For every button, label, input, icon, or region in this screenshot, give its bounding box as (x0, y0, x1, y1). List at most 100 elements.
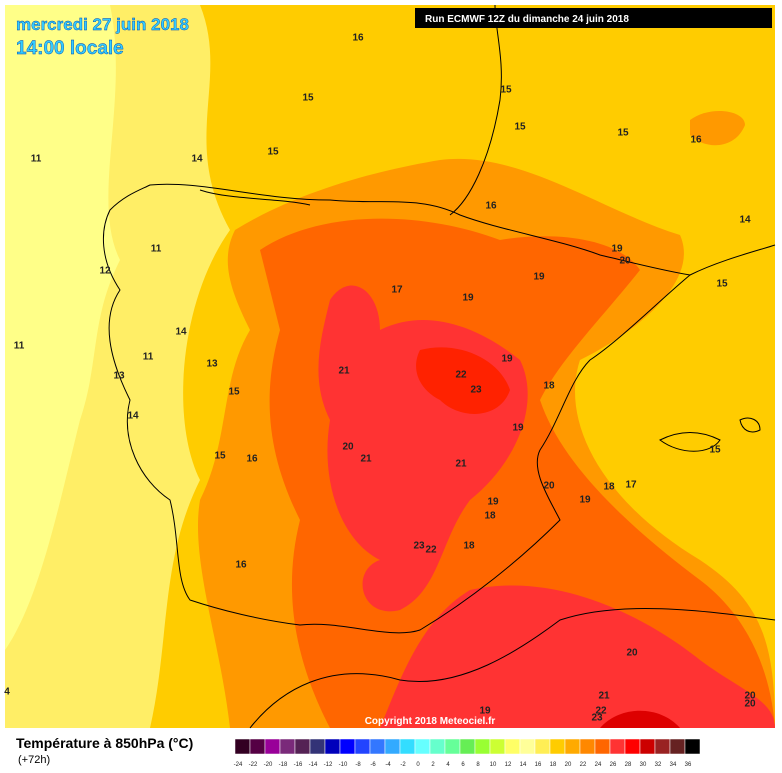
scale-tick: 4 (446, 762, 450, 768)
isotherm-label: 18 (543, 381, 555, 392)
isotherm-label: 21 (598, 691, 610, 702)
scale-tick: 30 (640, 762, 647, 768)
color-swatch (624, 738, 641, 755)
isotherm-label: 15 (228, 387, 240, 398)
copyright: Copyright 2018 Meteociel.fr (365, 716, 496, 727)
scale-tick: -22 (249, 762, 258, 768)
color-swatch (234, 738, 251, 755)
scale-tick: 34 (670, 762, 677, 768)
isotherm-label: 15 (302, 93, 314, 104)
isotherm-label: 11 (151, 244, 162, 255)
scale-tick: 12 (505, 762, 512, 768)
color-swatch (294, 738, 311, 755)
france-coast (689, 244, 776, 276)
temperature-field (5, 5, 775, 729)
isotherm-label: 16 (235, 560, 247, 571)
scale-tick: -12 (324, 762, 333, 768)
color-swatch (654, 738, 671, 755)
time: 14:00 locale (16, 38, 124, 59)
isotherm-label: 23 (413, 541, 425, 552)
scale-tick: 24 (595, 762, 602, 768)
color-swatch (519, 738, 536, 755)
isotherm-label: 16 (485, 201, 497, 212)
isotherm-label: 19 (579, 495, 591, 506)
zone-24 (600, 710, 680, 728)
isotherm-label: 16 (246, 454, 258, 465)
color-swatch (459, 738, 476, 755)
isotherm-label: 14 (191, 154, 203, 165)
scale-tick: 32 (655, 762, 662, 768)
run-banner (415, 8, 772, 28)
color-swatch (534, 738, 551, 755)
zone-12 (5, 5, 120, 650)
zone-22-south (380, 585, 775, 728)
isotherm-label: 15 (214, 451, 226, 462)
isotherm-label: 11 (14, 341, 25, 352)
scale-tick: 8 (476, 762, 480, 768)
scale-tick: -24 (234, 762, 243, 768)
color-swatch (399, 738, 416, 755)
isotherm-label: 21 (338, 366, 350, 377)
isotherm-label: 14 (739, 215, 751, 226)
isotherm-label: 19 (479, 706, 491, 717)
color-swatch (684, 738, 701, 755)
scale-tick: -8 (355, 762, 361, 768)
scale-tick: 20 (565, 762, 572, 768)
isotherm-label: 21 (360, 454, 372, 465)
scale-tick: 16 (535, 762, 542, 768)
scale-tick: -20 (264, 762, 273, 768)
zone-23 (416, 347, 510, 414)
color-swatch (339, 738, 356, 755)
isotherm-label: 18 (484, 511, 496, 522)
isotherm-label: 18 (463, 541, 475, 552)
isotherm-label: 23 (470, 385, 482, 396)
isotherm-label: 12 (99, 266, 111, 277)
color-swatch (564, 738, 581, 755)
color-swatch (429, 738, 446, 755)
zone-18-alps (690, 110, 745, 146)
isotherm-label: 16 (690, 135, 702, 146)
scale-tick: -10 (339, 762, 348, 768)
africa-coast (249, 607, 776, 729)
isotherm-label: 14 (175, 327, 187, 338)
scale-tick: -2 (400, 762, 406, 768)
legend-title: Température à 850hPa (°C) (16, 735, 193, 751)
isotherm-label: 17 (391, 285, 403, 296)
isotherm-label: 15 (716, 279, 728, 290)
isotherm-label: 11 (31, 154, 42, 165)
legend-subtitle: (+72h) (18, 754, 50, 766)
isotherm-label: 15 (617, 128, 629, 139)
color-swatch (414, 738, 431, 755)
isotherm-label: 19 (487, 497, 499, 508)
color-swatch (249, 738, 266, 755)
color-swatch (279, 738, 296, 755)
color-swatch (579, 738, 596, 755)
isotherm-label: 22 (425, 545, 437, 556)
isotherm-label: 15 (267, 147, 279, 158)
scale-tick: 18 (550, 762, 557, 768)
coastlines (102, 4, 776, 729)
isotherm-label: 20 (744, 699, 756, 710)
isotherm-label: 19 (501, 354, 513, 365)
scale-tick: 28 (625, 762, 632, 768)
isotherm-label: 4 (4, 687, 10, 698)
isotherm-label: 14 (127, 411, 139, 422)
isotherm-label: 20 (744, 691, 756, 702)
color-swatch (309, 738, 326, 755)
run-info: Run ECMWF 12Z du dimanche 24 juin 2018 (425, 14, 629, 25)
balearic-islands (659, 417, 761, 452)
scale-tick: -14 (309, 762, 318, 768)
isotherm-label: 15 (709, 445, 721, 456)
color-swatch (489, 738, 506, 755)
scale-tick: 14 (520, 762, 527, 768)
isotherm-label: 21 (455, 459, 467, 470)
color-swatch (504, 738, 521, 755)
isotherm-label: 19 (462, 293, 474, 304)
color-swatch (639, 738, 656, 755)
isotherm-label: 19 (533, 272, 545, 283)
isotherm-label: 22 (455, 370, 467, 381)
color-swatch (264, 738, 281, 755)
isotherm-label: 16 (352, 33, 364, 44)
